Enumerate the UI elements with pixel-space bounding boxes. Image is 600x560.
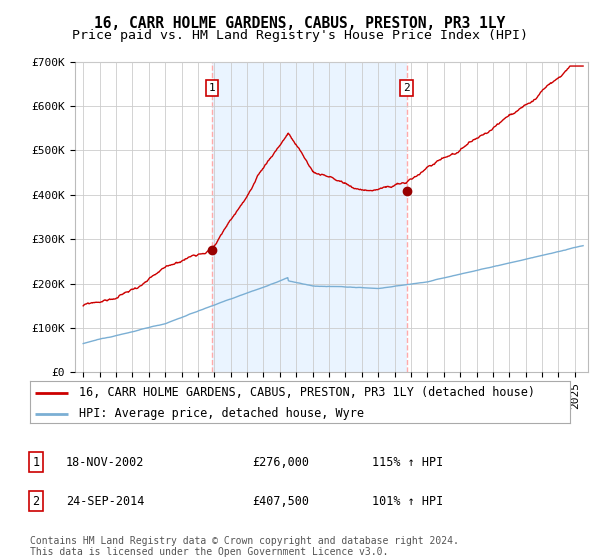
Bar [212,62,407,372]
Text: 16, CARR HOLME GARDENS, CABUS, PRESTON, PR3 1LY (detached house): 16, CARR HOLME GARDENS, CABUS, PRESTON, … [79,386,535,399]
Text: 101% ↑ HPI: 101% ↑ HPI [372,494,443,508]
Text: 18-NOV-2002: 18-NOV-2002 [66,455,145,469]
Text: 24-SEP-2014: 24-SEP-2014 [66,494,145,508]
Text: £276,000: £276,000 [252,455,309,469]
Text: 115% ↑ HPI: 115% ↑ HPI [372,455,443,469]
Text: Price paid vs. HM Land Registry's House Price Index (HPI): Price paid vs. HM Land Registry's House … [72,29,528,42]
Text: 2: 2 [403,83,410,93]
Text: Contains HM Land Registry data © Crown copyright and database right 2024.
This d: Contains HM Land Registry data © Crown c… [30,535,459,557]
Text: 1: 1 [209,83,216,93]
Text: £407,500: £407,500 [252,494,309,508]
Text: 1: 1 [32,455,40,469]
Text: 2: 2 [32,494,40,508]
Text: HPI: Average price, detached house, Wyre: HPI: Average price, detached house, Wyre [79,407,364,420]
Text: 16, CARR HOLME GARDENS, CABUS, PRESTON, PR3 1LY: 16, CARR HOLME GARDENS, CABUS, PRESTON, … [94,16,506,31]
